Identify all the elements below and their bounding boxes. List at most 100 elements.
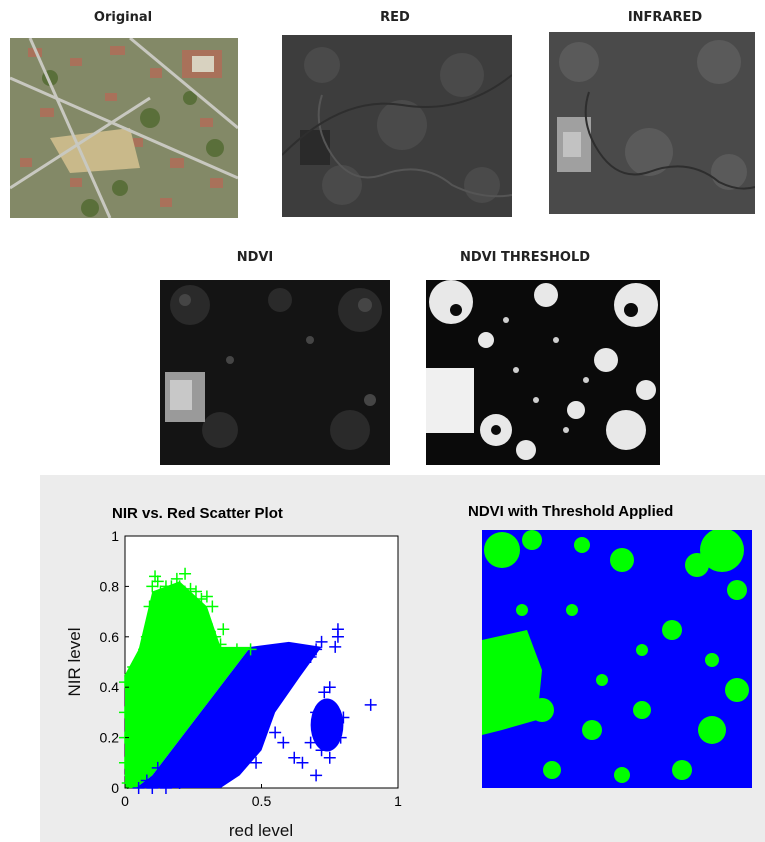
scatter-point bbox=[310, 706, 323, 719]
scatter-point bbox=[170, 572, 183, 585]
scatter-point bbox=[315, 719, 328, 731]
scatter-point bbox=[326, 726, 339, 739]
original-caption: Original bbox=[93, 10, 153, 25]
x-axis-label: red level bbox=[229, 821, 293, 840]
scatter-point bbox=[140, 630, 153, 643]
scatter-point bbox=[127, 661, 140, 674]
scatter-point bbox=[146, 681, 159, 694]
scatter-point bbox=[217, 623, 230, 636]
y-tick-label: 0 bbox=[111, 780, 119, 796]
scatter-point bbox=[132, 782, 145, 794]
infrared-caption: INFRARED bbox=[627, 10, 703, 25]
scatter-point bbox=[132, 656, 145, 668]
scatter-plot-title: NIR vs. Red Scatter Plot bbox=[112, 505, 283, 522]
scatter-point bbox=[189, 585, 202, 598]
scatter-point bbox=[159, 668, 172, 681]
y-tick-label: 0.8 bbox=[100, 578, 120, 594]
y-axis-label: NIR level bbox=[65, 628, 84, 697]
scatter-point bbox=[173, 580, 186, 593]
scatter-point bbox=[323, 751, 336, 764]
scatter-point bbox=[173, 656, 186, 668]
scatter-point bbox=[200, 590, 213, 603]
scatter-point bbox=[206, 600, 219, 613]
ndvi-threshold-caption: NDVI THRESHOLD bbox=[459, 250, 591, 265]
scatter-point bbox=[288, 751, 301, 764]
scatter-point bbox=[119, 706, 131, 719]
scatter-point bbox=[127, 719, 140, 731]
scatter-point bbox=[119, 676, 131, 689]
infrared-band-image bbox=[549, 32, 755, 214]
x-tick-label: 1 bbox=[394, 793, 402, 809]
scatter-point bbox=[214, 721, 227, 734]
scatter-point bbox=[168, 625, 181, 638]
vegetation-cluster bbox=[125, 581, 251, 788]
x-tick-label: 0.5 bbox=[252, 793, 272, 809]
scatter-point bbox=[157, 605, 170, 618]
scatter-point bbox=[233, 731, 246, 744]
ndvi-image bbox=[160, 280, 390, 465]
scatter-point bbox=[140, 774, 153, 787]
scatter-point bbox=[135, 731, 148, 744]
scatter-point bbox=[304, 650, 317, 663]
scatter-point bbox=[331, 623, 344, 636]
scatter-point bbox=[129, 744, 142, 757]
scatter-point bbox=[159, 782, 172, 794]
scatter-point bbox=[146, 782, 159, 794]
scatter-point bbox=[200, 731, 213, 744]
scatter-point bbox=[179, 567, 192, 580]
scatter-point bbox=[184, 582, 197, 595]
scatter-point bbox=[151, 761, 164, 774]
ndvi-threshold-image bbox=[426, 280, 660, 465]
scatter-point bbox=[228, 706, 241, 719]
scatter-point bbox=[187, 741, 200, 754]
red-band-image bbox=[282, 35, 512, 217]
scatter-point bbox=[121, 776, 134, 789]
scatter-point bbox=[187, 643, 200, 656]
scatter-point bbox=[195, 593, 208, 605]
scatter-point bbox=[310, 769, 323, 782]
y-tick-label: 0.6 bbox=[100, 629, 120, 645]
y-tick-label: 1 bbox=[111, 528, 119, 544]
scatter-point bbox=[364, 698, 377, 711]
scatter-point bbox=[310, 643, 323, 656]
scatter-point bbox=[209, 630, 222, 643]
scatter-point bbox=[282, 663, 295, 676]
scatter-point bbox=[304, 736, 317, 749]
scatter-point bbox=[132, 706, 145, 719]
scatter-point bbox=[277, 736, 290, 749]
scatter-plot: 0 0.5 1 0 0.2 0.4 0.6 0.8 1 red level NIR level bbox=[65, 528, 402, 840]
scatter-point bbox=[173, 776, 186, 789]
scatter-point bbox=[329, 640, 342, 653]
scatter-point bbox=[124, 769, 137, 782]
scatter-point bbox=[296, 756, 309, 769]
original-image bbox=[10, 38, 238, 218]
scatter-point bbox=[250, 756, 263, 769]
scatter-point bbox=[318, 686, 331, 699]
scatter-point bbox=[244, 643, 257, 656]
scatter-point bbox=[200, 769, 213, 782]
scatter-point bbox=[143, 600, 156, 613]
scatter-point bbox=[269, 673, 282, 686]
scatter-point bbox=[337, 711, 350, 724]
scatter-point bbox=[124, 668, 137, 681]
scatter-point bbox=[151, 575, 164, 588]
scatter-point bbox=[200, 618, 213, 631]
y-tick-label: 0.4 bbox=[100, 679, 120, 695]
scatter-point bbox=[168, 751, 181, 764]
scatter-point bbox=[296, 656, 309, 668]
scatter-point bbox=[149, 570, 162, 583]
scatter-point bbox=[119, 756, 131, 769]
scatter-point bbox=[269, 726, 282, 739]
scatter-point bbox=[138, 643, 151, 656]
scatter-point bbox=[222, 769, 235, 782]
scatter-point bbox=[146, 580, 159, 593]
scatter-point bbox=[241, 696, 254, 709]
x-tick-label: 0 bbox=[121, 793, 129, 809]
y-tick-label: 0.2 bbox=[100, 730, 120, 746]
scatter-point bbox=[315, 635, 328, 648]
scatter-point bbox=[179, 610, 192, 623]
scatter-point bbox=[323, 681, 336, 694]
scatter-point bbox=[334, 731, 347, 744]
threshold-map-title: NDVI with Threshold Applied bbox=[468, 503, 674, 520]
ndvi-threshold-applied-map bbox=[482, 530, 752, 788]
